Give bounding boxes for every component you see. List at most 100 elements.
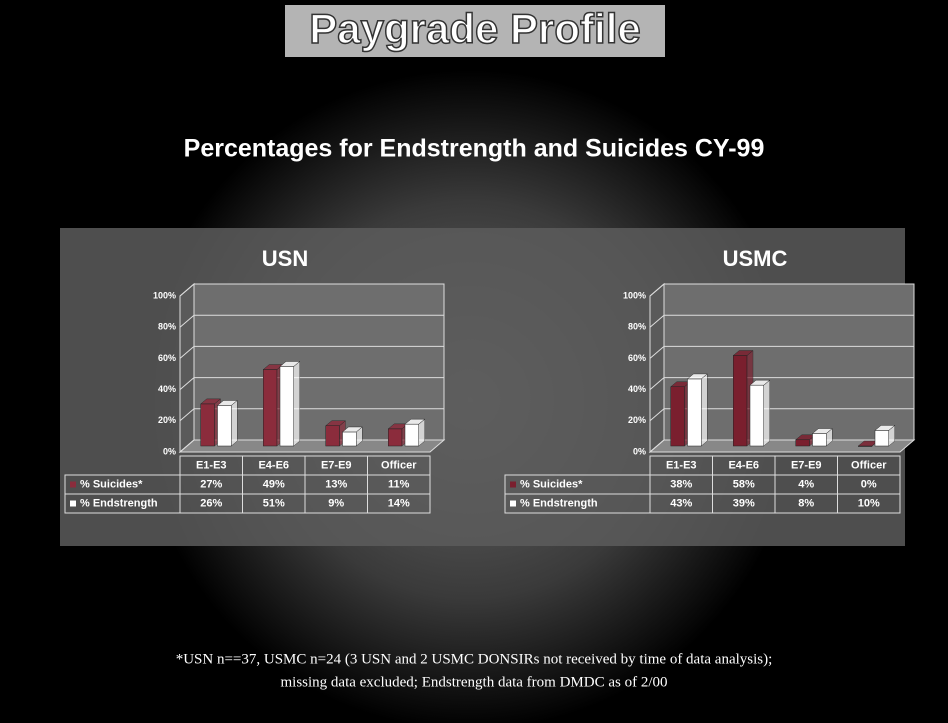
grid-line xyxy=(179,408,195,422)
footnote: missing data excluded; Endstrength data … xyxy=(280,674,667,690)
bar-side xyxy=(231,399,238,447)
y-tick-label: 0% xyxy=(163,446,176,456)
bar-side xyxy=(763,379,770,447)
bar-front xyxy=(733,355,748,447)
bar-top xyxy=(200,398,222,405)
x-tick-label: Officer xyxy=(381,459,417,471)
bar-top xyxy=(341,426,363,433)
data-label: 49% xyxy=(263,478,285,490)
x-tick-label: E1-E3 xyxy=(666,459,697,471)
bar-top xyxy=(216,400,238,406)
data-label: 51% xyxy=(263,497,285,509)
footnote: *USN n==37, USMC n=24 (3 USN and 2 USMC … xyxy=(176,651,773,667)
y-tick-label: 40% xyxy=(158,384,176,394)
bar-front xyxy=(812,433,827,447)
bar xyxy=(341,426,363,447)
bar-top xyxy=(686,373,708,380)
y-tick-label: 0% xyxy=(633,446,646,456)
slide-subtitle: Percentages for Endstrength and Suicides… xyxy=(184,135,765,163)
bar-top xyxy=(404,418,426,425)
bar-side xyxy=(293,360,300,447)
grid-line xyxy=(649,439,665,453)
x-tick-label: E4-E6 xyxy=(728,459,759,471)
grid-line xyxy=(179,439,195,453)
y-tick-label: 40% xyxy=(628,384,646,394)
bar-top xyxy=(325,420,347,426)
grid-line xyxy=(649,346,665,359)
x-tick-label: E7-E9 xyxy=(791,459,822,471)
data-label: 0% xyxy=(861,478,877,490)
data-label: 58% xyxy=(733,478,755,490)
x-tick-label: E4-E6 xyxy=(258,459,289,471)
data-label: 4% xyxy=(798,478,814,490)
grid-line xyxy=(179,377,195,390)
bar-side xyxy=(701,373,708,447)
bar-front xyxy=(342,431,357,447)
y-tick-label: 20% xyxy=(158,415,176,425)
bar xyxy=(811,427,833,447)
data-label: 14% xyxy=(388,497,410,509)
legend-swatch xyxy=(510,500,516,507)
bar xyxy=(216,399,238,447)
bar-top xyxy=(732,350,754,356)
bar-top xyxy=(279,361,301,367)
data-label: 39% xyxy=(733,497,755,509)
y-tick-label: 100% xyxy=(623,290,646,300)
title-box xyxy=(285,5,665,57)
x-tick-label: E1-E3 xyxy=(196,459,227,471)
bar-front xyxy=(670,386,685,447)
bar-front xyxy=(388,428,403,447)
bar xyxy=(749,379,771,447)
slide-title: Paygrade Profile xyxy=(309,5,640,52)
y-tick-label: 100% xyxy=(153,290,176,300)
y-tick-label: 60% xyxy=(628,353,646,363)
data-label: 11% xyxy=(388,478,410,490)
y-tick-label: 80% xyxy=(158,322,176,332)
data-label: 26% xyxy=(200,497,222,509)
bar-front xyxy=(279,366,294,447)
data-label: 27% xyxy=(200,478,222,490)
data-label: 13% xyxy=(325,478,347,490)
bar-front xyxy=(687,378,702,447)
y-tick-label: 20% xyxy=(628,415,646,425)
grid-line xyxy=(649,408,665,422)
legend-label: % Suicides* xyxy=(520,478,583,490)
table-cell xyxy=(837,493,901,514)
bar-top xyxy=(749,379,771,386)
bar xyxy=(686,373,708,447)
data-label: 10% xyxy=(858,497,880,509)
legend-label: % Endstrength xyxy=(520,497,598,509)
legend-swatch xyxy=(70,500,76,507)
data-label: 8% xyxy=(798,497,814,509)
y-tick-label: 80% xyxy=(628,322,646,332)
side-wall xyxy=(649,282,665,454)
data-label: 9% xyxy=(328,497,344,509)
bar-front xyxy=(325,425,340,447)
chart-title: USN xyxy=(262,246,308,271)
bar-top xyxy=(874,425,896,431)
bar-front xyxy=(263,369,278,447)
side-wall xyxy=(179,282,195,454)
grid-line xyxy=(179,314,195,328)
legend-label: % Endstrength xyxy=(80,497,158,509)
chart-title: USMC xyxy=(723,246,788,271)
data-label: 38% xyxy=(670,478,692,490)
bar xyxy=(874,424,896,447)
grid-line xyxy=(649,283,665,297)
grid-line xyxy=(179,283,195,297)
legend-swatch xyxy=(70,481,76,488)
grid-line xyxy=(649,314,665,328)
bar-front xyxy=(200,403,215,447)
legend-label: % Suicides* xyxy=(80,478,143,490)
grid-line xyxy=(179,346,195,359)
bar-front xyxy=(217,405,232,447)
x-tick-label: Officer xyxy=(851,459,887,471)
bar-front xyxy=(404,423,419,447)
bar xyxy=(404,418,426,447)
bar-front xyxy=(749,384,764,447)
grid-line xyxy=(649,377,665,390)
bar-front xyxy=(874,430,889,447)
y-tick-label: 60% xyxy=(158,353,176,363)
bar-top xyxy=(811,428,833,434)
